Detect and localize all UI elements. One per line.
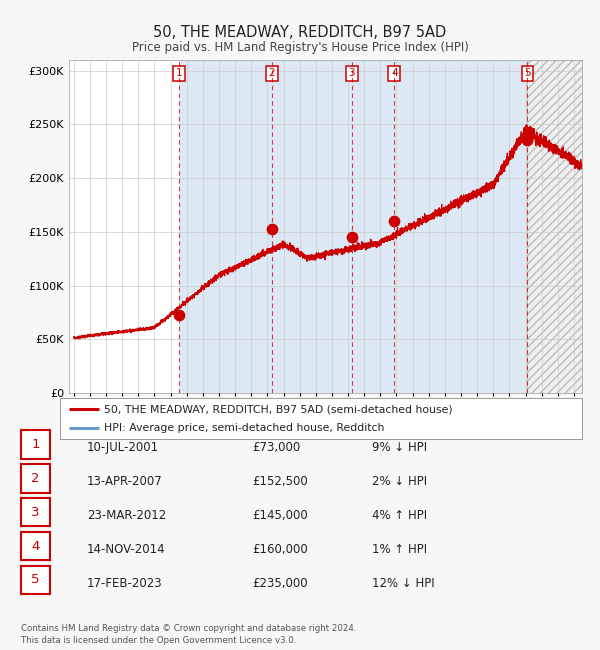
Text: £235,000: £235,000 [252,577,308,590]
Text: £160,000: £160,000 [252,543,308,556]
Text: £145,000: £145,000 [252,509,308,522]
Text: Contains HM Land Registry data © Crown copyright and database right 2024.: Contains HM Land Registry data © Crown c… [21,624,356,633]
Text: 5: 5 [31,573,40,586]
Text: 13-APR-2007: 13-APR-2007 [87,475,163,488]
Text: 10-JUL-2001: 10-JUL-2001 [87,441,159,454]
Text: 4: 4 [31,540,40,552]
Text: HPI: Average price, semi-detached house, Redditch: HPI: Average price, semi-detached house,… [104,423,385,433]
Bar [527,60,582,393]
Text: 1: 1 [31,438,40,451]
Text: Price paid vs. HM Land Registry's House Price Index (HPI): Price paid vs. HM Land Registry's House … [131,41,469,54]
Text: 1% ↑ HPI: 1% ↑ HPI [372,543,427,556]
Text: 4: 4 [391,68,398,78]
Point [267,224,277,235]
Point [389,216,399,226]
Text: £73,000: £73,000 [252,441,300,454]
Point [523,135,532,146]
Text: 2: 2 [269,68,275,78]
Text: 50, THE MEADWAY, REDDITCH, B97 5AD: 50, THE MEADWAY, REDDITCH, B97 5AD [154,25,446,40]
Bar [179,60,527,393]
Text: 3: 3 [349,68,355,78]
Text: 1: 1 [176,68,182,78]
Text: 2% ↓ HPI: 2% ↓ HPI [372,475,427,488]
Text: 4% ↑ HPI: 4% ↑ HPI [372,509,427,522]
Text: 2: 2 [31,472,40,485]
Text: 12% ↓ HPI: 12% ↓ HPI [372,577,434,590]
Point [347,232,356,242]
Text: 17-FEB-2023: 17-FEB-2023 [87,577,163,590]
Text: 23-MAR-2012: 23-MAR-2012 [87,509,166,522]
Text: £152,500: £152,500 [252,475,308,488]
Text: This data is licensed under the Open Government Licence v3.0.: This data is licensed under the Open Gov… [21,636,296,645]
Point [174,309,184,320]
Text: 5: 5 [524,68,531,78]
Text: 9% ↓ HPI: 9% ↓ HPI [372,441,427,454]
Text: 3: 3 [31,506,40,519]
Text: 50, THE MEADWAY, REDDITCH, B97 5AD (semi-detached house): 50, THE MEADWAY, REDDITCH, B97 5AD (semi… [104,404,453,414]
Text: 14-NOV-2014: 14-NOV-2014 [87,543,166,556]
